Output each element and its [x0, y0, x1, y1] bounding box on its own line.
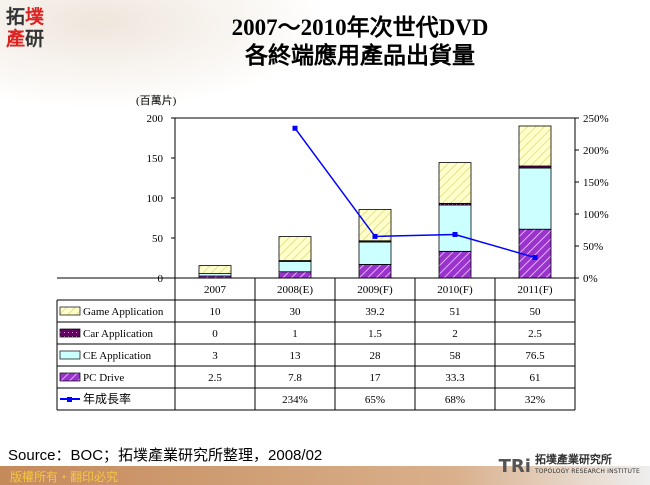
table-cell: 61 — [530, 372, 541, 384]
y2-tick-label: 100% — [583, 209, 609, 221]
y2-tick-label: 50% — [583, 241, 603, 253]
y-tick-label: 50 — [152, 233, 164, 245]
table-cell: 68% — [445, 394, 465, 406]
y-tick-label: 100 — [147, 193, 164, 205]
y2-tick-label: 0% — [583, 273, 598, 285]
table-cell: 1 — [292, 328, 298, 340]
y-tick-label: 0 — [158, 273, 164, 285]
table-cell: 28 — [370, 350, 382, 362]
source-note: Source：BOC；拓墣產業研究所整理，2008/02 — [8, 447, 323, 464]
y-tick-label: 150 — [147, 153, 164, 165]
table-cell: 3 — [212, 350, 218, 362]
table-cell: 2 — [452, 328, 458, 340]
institute-logo: TRi 拓墣產業研究所 TOPOLOGY RESEARCH INSTITUTE — [499, 454, 640, 478]
y2-tick-label: 150% — [583, 177, 609, 189]
table-cell: 65% — [365, 394, 385, 406]
footer-bar: 版權所有・翻印必究 — [0, 466, 650, 485]
legend-label: Game Application — [83, 306, 164, 318]
x-tick-label: 2007 — [204, 284, 227, 296]
legend-label: CE Application — [83, 350, 152, 362]
x-tick-label: 2011(F) — [517, 284, 552, 296]
institute-names: 拓墣產業研究所 TOPOLOGY RESEARCH INSTITUTE — [535, 454, 640, 478]
bar-game-application — [438, 162, 472, 204]
table-cell: 33.3 — [445, 372, 465, 384]
institute-english-name: TOPOLOGY RESEARCH INSTITUTE — [534, 468, 640, 475]
growth-rate-point — [372, 233, 378, 239]
table-cell: 0 — [212, 328, 218, 340]
legend-swatch — [59, 328, 81, 338]
y-tick-label: 200 — [147, 113, 164, 125]
map-background — [0, 0, 330, 110]
bar-ce-application — [518, 167, 552, 230]
growth-rate-line — [294, 127, 536, 259]
bar-game-application — [198, 265, 232, 275]
bar-pc-drive — [358, 263, 392, 279]
table-cell: 32% — [525, 394, 545, 406]
copyright-text: 版權所有・翻印必究 — [10, 470, 119, 484]
table-cell: 50 — [530, 306, 542, 318]
logo: 拓墣 產研 — [6, 6, 45, 50]
title-line-2: 各終端應用產品出貨量 — [245, 43, 475, 68]
y-axis-label: (百萬片) — [136, 94, 177, 107]
bar-ce-application — [438, 204, 472, 252]
legend-swatch — [59, 350, 81, 360]
table-cell: 58 — [450, 350, 462, 362]
table-cell: 13 — [290, 350, 302, 362]
table-cell: 30 — [290, 306, 302, 318]
table-cell: 234% — [282, 394, 308, 406]
legend-label: 年成長率 — [83, 391, 131, 406]
table-cell: 2.5 — [528, 328, 542, 340]
bar-pc-drive — [278, 271, 312, 279]
x-tick-label: 2008(E) — [277, 284, 313, 296]
y2-tick-label: 250% — [583, 113, 609, 125]
bar-game-application — [278, 236, 312, 261]
table-cell: 7.8 — [288, 372, 302, 384]
bar-ce-application — [358, 241, 392, 265]
tri-mark: TRi — [498, 455, 531, 477]
bar-game-application — [518, 125, 552, 167]
y2-tick-label: 200% — [583, 145, 609, 157]
legend-line-marker — [67, 397, 72, 402]
growth-rate-point — [452, 231, 458, 237]
legend-label: Car Application — [83, 328, 153, 340]
bar-ce-application — [278, 260, 312, 273]
table-cell: 1.5 — [368, 328, 382, 340]
legend-swatch — [59, 372, 81, 382]
table-cell: 17 — [370, 372, 382, 384]
institute-name: 拓墣產業研究所 — [534, 453, 612, 466]
legend-label: PC Drive — [83, 372, 124, 384]
table-cell: 10 — [210, 306, 222, 318]
chart: (百萬片) 0501001502000%50%100%150%200%250%2… — [56, 94, 609, 411]
table-cell: 51 — [450, 306, 461, 318]
legend-swatch — [59, 306, 81, 316]
table-cell: 76.5 — [525, 350, 545, 362]
table-cell: 39.2 — [365, 306, 384, 318]
x-tick-label: 2009(F) — [357, 284, 393, 296]
growth-rate-point — [532, 255, 538, 261]
chart-title: 2007～2010年次世代DVD 各終端應用產品出貨量 — [150, 14, 570, 70]
x-tick-label: 2010(F) — [437, 284, 473, 296]
growth-rate-point — [292, 125, 298, 131]
title-line-1: 2007～2010年次世代DVD — [231, 15, 489, 40]
bar-pc-drive — [438, 250, 472, 279]
table-cell: 2.5 — [208, 372, 222, 384]
